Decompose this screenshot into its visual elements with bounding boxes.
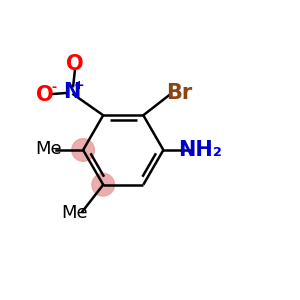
Circle shape	[72, 139, 94, 161]
Text: N: N	[63, 82, 81, 102]
Text: Br: Br	[166, 83, 192, 103]
Text: NH₂: NH₂	[178, 140, 223, 160]
Text: +: +	[74, 79, 85, 92]
Circle shape	[92, 173, 115, 196]
Text: Me: Me	[61, 204, 88, 222]
Text: -: -	[51, 81, 56, 94]
Text: Me: Me	[36, 140, 62, 158]
Text: O: O	[36, 85, 54, 105]
Text: O: O	[66, 54, 84, 74]
